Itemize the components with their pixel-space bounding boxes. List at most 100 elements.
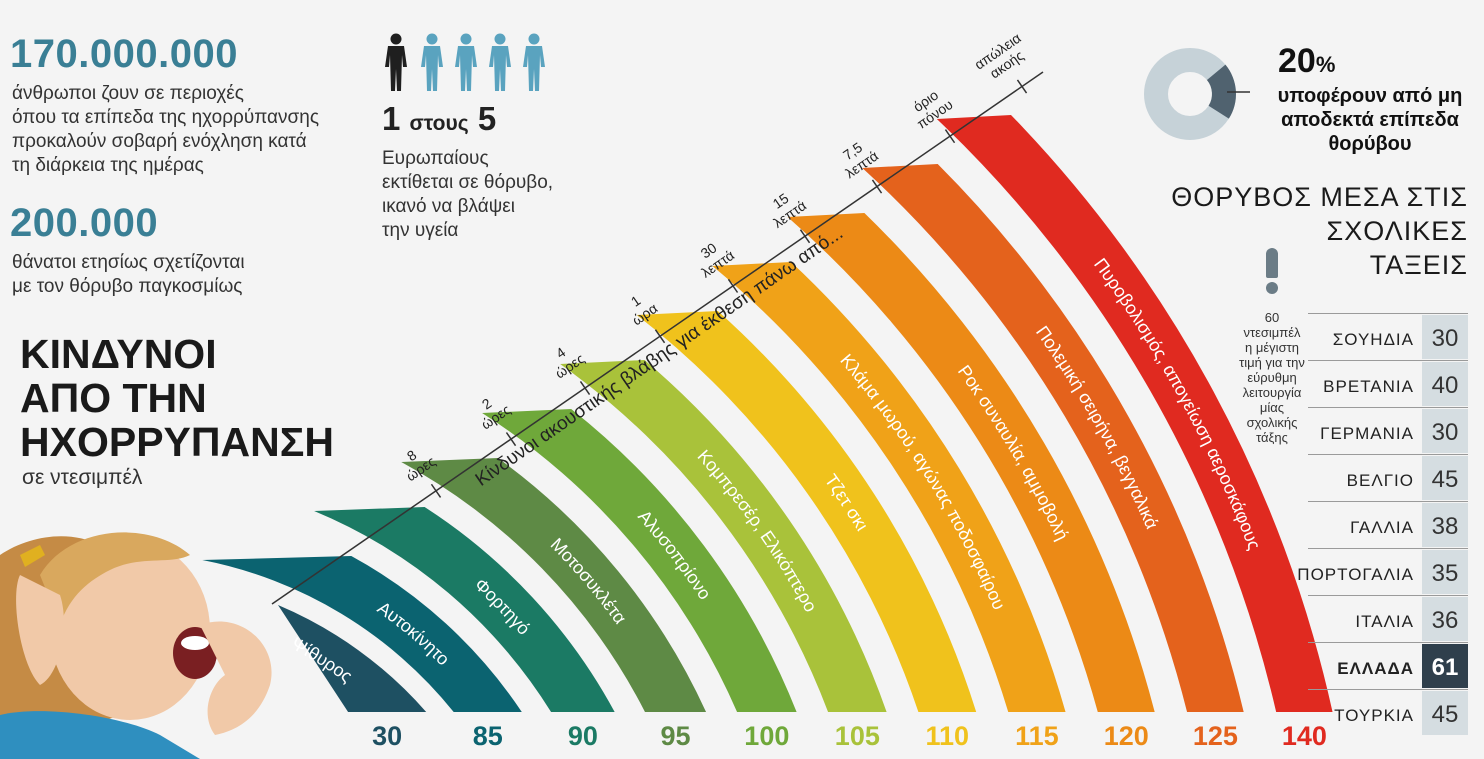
person-icon-head <box>494 33 506 45</box>
one-in-five-text: Ευρωπαίους εκτίθεται σε θόρυβο, ικανό να… <box>382 147 612 243</box>
table-value: 36 <box>1422 597 1468 641</box>
percent-text-line: υποφέρουν από μη <box>1277 85 1463 107</box>
timeline-tick <box>871 179 883 194</box>
person-icon-head <box>528 33 540 45</box>
person-icon-body <box>385 46 407 91</box>
percent-text-line: αποδεκτά επίπεδα <box>1281 109 1459 131</box>
table-row-highlight: ΕΛΛΑΔΑ 61 <box>1308 642 1468 689</box>
one-in-five-text-line: ικανό να βλάψει <box>382 196 515 217</box>
one-in-five-five: 5 <box>477 100 497 137</box>
deaths-text-line: με τον θόρυβο παγκοσμίως <box>12 276 243 297</box>
people-text-line: όπου τα επίπεδα της ηχορρύπανσης <box>12 107 319 128</box>
db-value: 110 <box>926 721 970 751</box>
page-title: ΚΙΝΔΥΝΟΙ ΑΠΟ ΤΗΝ ΗΧΟΡΡΥΠΑΝΣΗ <box>20 332 334 464</box>
percent-donut <box>1144 48 1250 140</box>
person-icon-body <box>523 46 545 91</box>
people-text-line: προκαλούν σοβαρή ενόχληση κατά <box>12 131 307 152</box>
timeline-tick <box>799 229 811 244</box>
table-country: ΒΕΛΓΙΟ <box>1346 471 1414 490</box>
school-title-line: ΘΟΡΥΒΟΣ ΜΕΣΑ ΣΤΙΣ <box>1171 182 1468 212</box>
db-value: 90 <box>568 721 598 751</box>
school-note-line: μίας <box>1259 400 1285 415</box>
table-value: 45 <box>1422 691 1468 735</box>
people-text-line: άνθρωποι ζουν σε περιοχές <box>12 83 244 104</box>
people-number: 170.000.000 <box>10 32 238 76</box>
people-text: άνθρωποι ζουν σε περιοχές όπου τα επίπεδ… <box>12 82 352 178</box>
timeline-tick-label: 30 <box>698 239 720 261</box>
timeline-tick <box>505 432 517 447</box>
table-row: ΒΡΕΤΑΝΙΑ 40 <box>1308 360 1468 407</box>
table-value: 40 <box>1422 362 1468 406</box>
timeline-axis <box>271 71 1044 605</box>
table-country: ΣΟΥΗΔΙΑ <box>1332 330 1414 349</box>
percent-symbol: % <box>1315 52 1336 77</box>
percent-number: 20 <box>1278 42 1316 80</box>
table-value: 45 <box>1422 456 1468 500</box>
one-in-five-text-line: την υγεία <box>382 220 459 241</box>
person-icon <box>385 33 407 91</box>
timeline-tick <box>727 278 739 293</box>
person-icon-head <box>460 33 472 45</box>
one-in-five-one: 1 <box>382 100 401 137</box>
noise-arc <box>401 458 707 712</box>
deaths-text-line: θάνατοι ετησίως σχετίζονται <box>12 252 245 273</box>
school-title: ΘΟΡΥΒΟΣ ΜΕΣΑ ΣΤΙΣ ΣΧΟΛΙΚΕΣ ΤΑΞΕΙΣ <box>1128 180 1468 282</box>
timeline-tick <box>1016 79 1028 94</box>
school-title-line: ΤΑΞΕΙΣ <box>1369 250 1468 280</box>
table-row: ΓΑΛΛΙΑ 38 <box>1308 501 1468 548</box>
table-country: ΕΛΛΑΔΑ <box>1337 659 1414 678</box>
percent-text-line: θορύβου <box>1328 133 1412 155</box>
people-text-line: τη διάρκεια της ημέρας <box>12 155 204 176</box>
school-note-line: εύρυθμη <box>1247 370 1297 385</box>
db-value: 105 <box>835 721 880 751</box>
person-icon <box>489 33 511 91</box>
school-note: 60 ντεσιμπέλ η μέγιστη τιμή για την εύρυ… <box>1222 310 1322 445</box>
noise-arc <box>636 311 977 712</box>
noise-arc <box>278 605 427 712</box>
table-value: 30 <box>1422 409 1468 453</box>
noise-arc <box>787 213 1155 712</box>
table-value: 35 <box>1422 550 1468 594</box>
table-country: ΤΟΥΡΚΙΑ <box>1334 706 1414 725</box>
title-line: ΗΧΟΡΡΥΠΑΝΣΗ <box>20 419 334 465</box>
timeline-tick <box>579 381 591 396</box>
timeline-tick <box>944 129 956 144</box>
school-title-line: ΣΧΟΛΙΚΕΣ <box>1326 216 1468 246</box>
person-icon-body <box>455 46 477 91</box>
table-value: 30 <box>1422 315 1468 359</box>
person-icon-head <box>426 33 438 45</box>
noise-arc <box>712 262 1066 712</box>
timeline-tick-label: 15 <box>770 190 792 212</box>
db-value: 115 <box>1015 721 1059 751</box>
title-line: ΑΠΟ ΤΗΝ <box>20 375 207 421</box>
db-value: 140 <box>1282 721 1327 751</box>
table-row: ΣΟΥΗΔΙΑ 30 <box>1308 313 1468 360</box>
db-value: 100 <box>744 721 789 751</box>
title-line: ΚΙΝΔΥΝΟΙ <box>20 331 217 377</box>
percent-text: υποφέρουν από μη αποδεκτά επίπεδα θορύβο… <box>1270 84 1470 156</box>
table-row: ΓΕΡΜΑΝΙΑ 30 <box>1308 407 1468 454</box>
person-icon-body <box>489 46 511 91</box>
school-note-line: τάξης <box>1256 430 1288 445</box>
school-note-line: η μέγιστη <box>1245 340 1299 355</box>
noise-arc <box>936 115 1333 712</box>
school-note-line: 60 <box>1264 310 1280 325</box>
table-country: ΓΑΛΛΙΑ <box>1350 518 1414 537</box>
db-value: 95 <box>660 721 690 751</box>
table-value: 61 <box>1422 644 1468 688</box>
deaths-text: θάνατοι ετησίως σχετίζονται με τον θόρυβ… <box>12 251 352 299</box>
school-note-line: λειτουργία <box>1242 385 1302 400</box>
school-note-line: ντεσιμπέλ <box>1243 325 1301 340</box>
person-icon <box>523 33 545 91</box>
table-country: ΓΕΡΜΑΝΙΑ <box>1320 424 1414 443</box>
person-icon <box>421 33 443 91</box>
noise-arc <box>202 556 522 712</box>
one-in-five-text-line: εκτίθεται σε θόρυβο, <box>382 172 554 193</box>
person-icon-head <box>390 33 402 45</box>
db-value: 30 <box>372 721 402 751</box>
table-row: ΠΟΡΤΟΓΑΛΙΑ 35 <box>1297 548 1468 595</box>
table-row: ΤΟΥΡΚΙΑ 45 <box>1308 689 1468 736</box>
title-unit: σε ντεσιμπέλ <box>22 466 143 489</box>
percent-value: 20% <box>1278 42 1335 81</box>
